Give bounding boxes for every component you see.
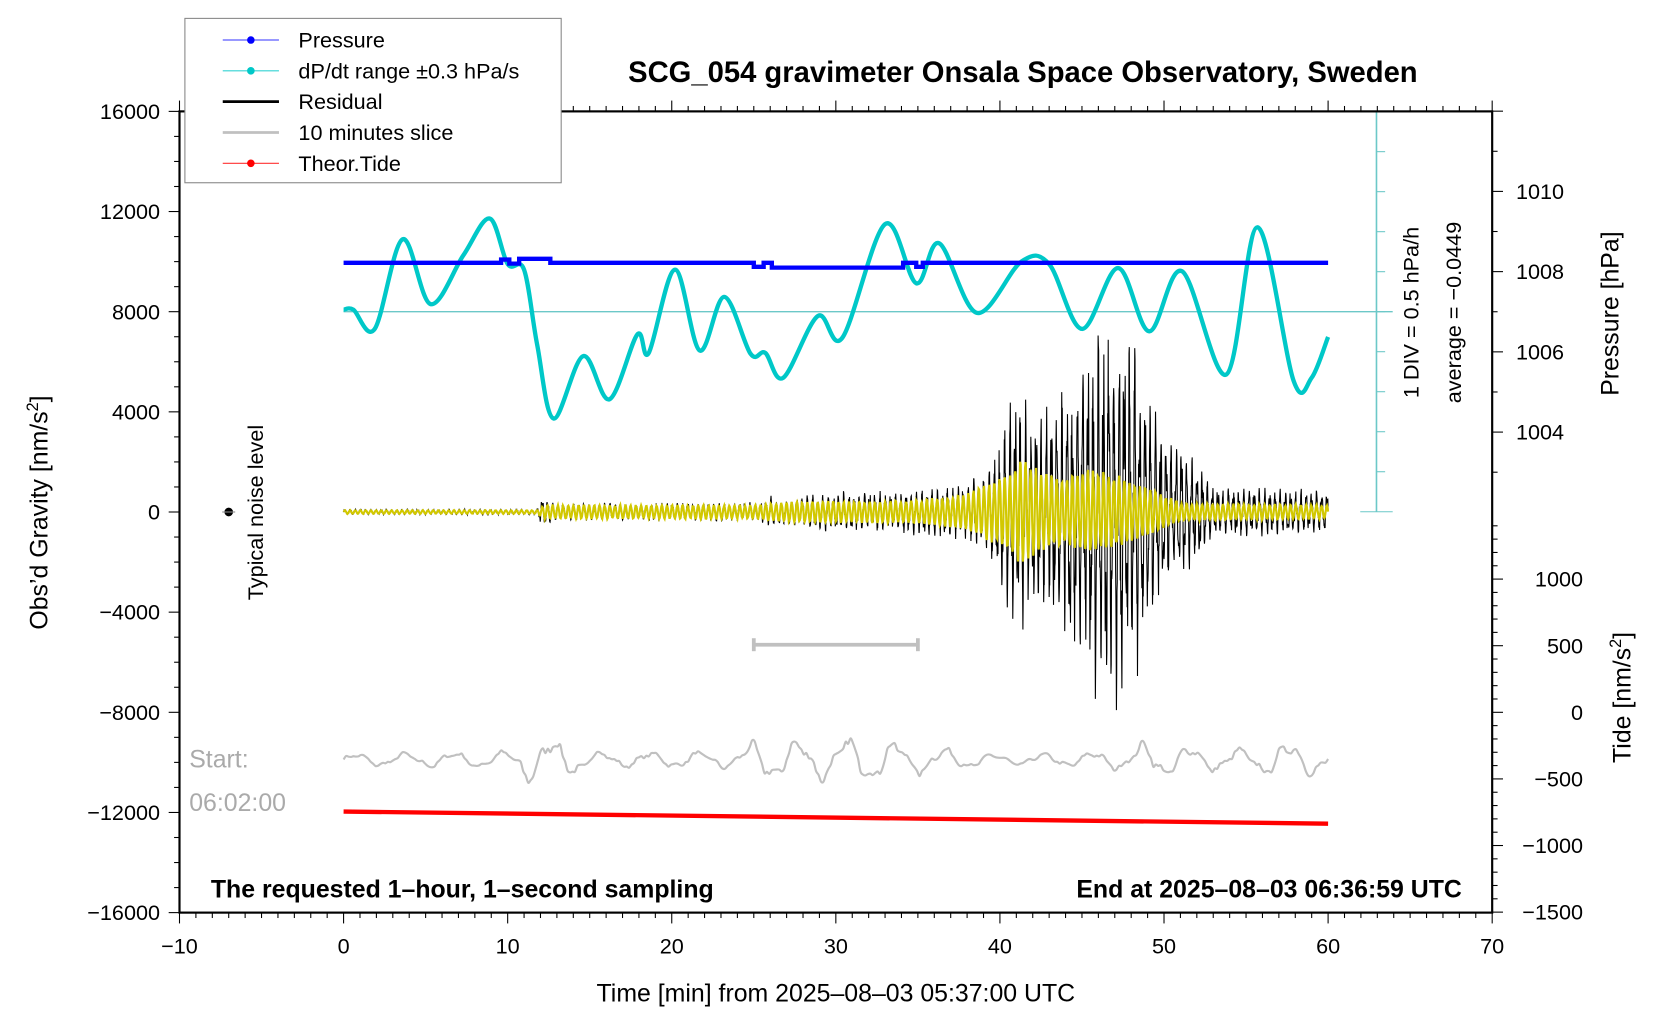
legend: Pressure dP/dt range ±0.3 hPa/s Residual 10… [184, 17, 562, 184]
legend-entry: dP/dt range ±0.3 hPa/s [222, 58, 520, 83]
end-time-note: End at 2025–08–03 06:36:59 UTC [1076, 875, 1462, 903]
pressure-tick-label: 1006 [1516, 339, 1564, 364]
x-tick-label: 40 [988, 934, 1012, 959]
legend-entry: Theor.Tide [222, 151, 401, 176]
slice-series-line [342, 737, 1330, 784]
chart-title: SCG_054 gravimeter Onsala Space Observat… [628, 57, 1418, 89]
x-tick-label: 10 [496, 934, 520, 959]
tide-tick-label: 500 [1547, 633, 1583, 658]
tide-axis-label: Tide [nm/s2] [1607, 632, 1637, 763]
pressure-tick-label: 1004 [1516, 420, 1564, 445]
start-time: 06:02:00 [189, 789, 286, 817]
y-tick-label: 0 [148, 500, 160, 525]
tide-tick-label: 0 [1571, 700, 1583, 725]
legend-label: Theor.Tide [298, 151, 401, 176]
x-tick-label: 0 [338, 934, 350, 959]
pressure-tick-label: 1010 [1516, 179, 1564, 204]
y-tick-label: −12000 [87, 800, 160, 825]
y-axis-label: Obs’d Gravity [nm/s2] [24, 395, 54, 629]
legend-swatch-marker [247, 159, 255, 168]
y-tick-label: −16000 [87, 900, 160, 925]
legend-swatch-marker [247, 36, 255, 44]
legend-entry: Residual [222, 89, 383, 114]
x-tick-label: 50 [1152, 934, 1176, 959]
dpdt-series-line [343, 216, 1331, 421]
pressure-tick-label: 1008 [1516, 259, 1564, 284]
x-tick-label: 60 [1316, 934, 1340, 959]
dpdt-average-label: average = −0.0449 [1441, 222, 1466, 403]
start-label: Start: [189, 746, 248, 774]
x-axis-label: Time [min] from 2025–08–03 05:37:00 UTC [597, 979, 1076, 1007]
x-tick-label: 20 [660, 934, 684, 959]
tide-tick-label: 1000 [1535, 567, 1583, 592]
legend-entry: 10 minutes slice [222, 120, 453, 145]
series-layer [222, 111, 1393, 826]
y-tick-label: 4000 [112, 399, 160, 424]
sampling-note: The requested 1–hour, 1–second sampling [211, 875, 714, 903]
y-tick-label: 16000 [100, 99, 160, 124]
tide-tick-label: −500 [1534, 766, 1583, 791]
plot-frame [178, 110, 1494, 914]
filtered-series-line [342, 461, 1330, 562]
legend-label: Pressure [298, 28, 384, 53]
x-tick-label: 30 [824, 934, 848, 959]
dpdt-div-label: 1 DIV = 0.5 hPa/h [1399, 227, 1424, 398]
tide-series-line [343, 809, 1329, 826]
axis-ticks: −10 0 10 20 30 40 50 60 70 16000 12000 8000 4000 0 −40… [87, 99, 1583, 959]
y-tick-label: 8000 [112, 299, 160, 324]
pressure-series-line [343, 256, 1329, 270]
x-tick-label: 70 [1480, 934, 1504, 959]
pressure-axis-label: Pressure [hPa] [1597, 231, 1625, 395]
tide-tick-label: −1000 [1522, 833, 1583, 858]
noise-level-label: Typical noise level [243, 425, 268, 600]
y-tick-label: −4000 [99, 600, 160, 625]
legend-label: 10 minutes slice [298, 120, 453, 145]
legend-label: dP/dt range ±0.3 hPa/s [298, 58, 519, 83]
tide-tick-label: −1500 [1522, 900, 1583, 925]
legend-label: Residual [298, 89, 382, 114]
y-tick-label: −8000 [99, 700, 160, 725]
x-tick-label: −10 [161, 934, 198, 959]
legend-entry: Pressure [222, 28, 385, 53]
legend-swatch-marker [247, 67, 255, 75]
y-tick-label: 12000 [100, 199, 160, 224]
